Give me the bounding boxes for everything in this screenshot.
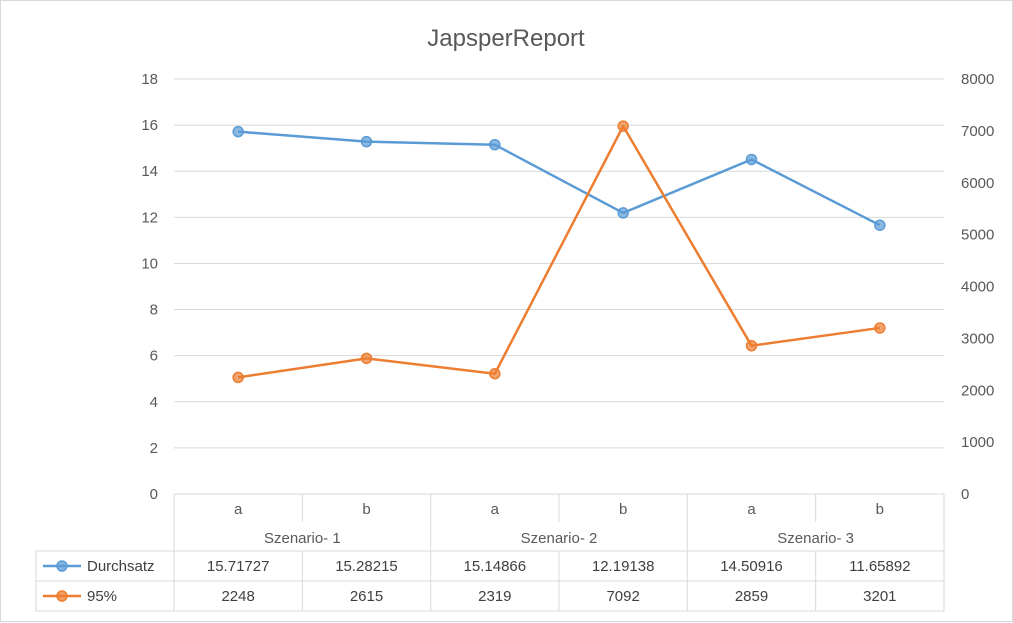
data-point — [745, 339, 758, 352]
y-left-tick-label: 2 — [150, 440, 158, 457]
data-point — [360, 135, 373, 148]
legend-key-marker — [56, 590, 68, 602]
chart-title: JapsperReport — [427, 25, 585, 52]
series-name: Durchsatz — [87, 558, 155, 575]
data-point — [874, 219, 886, 231]
table-cell-value: 14.50916 — [720, 558, 783, 575]
y-left-tick-label: 6 — [150, 348, 158, 365]
series-line — [237, 124, 881, 379]
legend-key-marker — [56, 560, 68, 572]
y-left-tick-label: 10 — [141, 255, 158, 272]
category-label: a — [747, 501, 756, 518]
group-label: Szenario- 2 — [521, 530, 598, 547]
y-right-tick-label: 7000 — [961, 123, 994, 140]
data-point — [360, 352, 373, 365]
table-cell-value: 3201 — [863, 588, 896, 605]
y-left-tick-label: 8 — [150, 302, 158, 319]
category-label: a — [234, 501, 243, 518]
y-right-tick-label: 8000 — [961, 71, 994, 88]
y-left-tick-label: 18 — [141, 71, 158, 88]
y-right-tick-label: 3000 — [961, 330, 994, 347]
table-cell-value: 7092 — [606, 588, 639, 605]
series-lines — [232, 120, 886, 384]
y-left-tick-label: 0 — [150, 486, 158, 503]
table-cell-value: 2615 — [350, 588, 383, 605]
axes: 0 2 4 6 8 10 12 14 16 18 0 1000 2000 3000 4000 5000 6000… — [141, 71, 994, 503]
y-left-tick-label: 4 — [150, 394, 158, 411]
table-cell-value: 15.71727 — [207, 558, 270, 575]
y-right-tick-label: 0 — [961, 486, 969, 503]
table-cell-value: 12.19138 — [592, 558, 655, 575]
group-label: Szenario- 1 — [264, 530, 341, 547]
gridlines — [174, 78, 944, 449]
y-right-tick-label: 1000 — [961, 434, 994, 451]
data-table: a b a b a b Szenario- 1 Szenario- 2 Szenario- 3 D… — [35, 493, 945, 612]
y-right-tick-label: 4000 — [961, 279, 994, 296]
data-point — [489, 138, 501, 151]
y-left-tick-label: 14 — [141, 163, 158, 180]
series-name: 95% — [87, 588, 117, 605]
y-right-tick-label: 2000 — [961, 382, 994, 399]
series-line — [238, 130, 881, 227]
category-label: b — [619, 501, 627, 518]
table-cell-value: 2319 — [478, 588, 511, 605]
category-label: b — [362, 501, 370, 518]
table-cell-value: 15.28215 — [335, 558, 398, 575]
data-point — [745, 153, 758, 166]
table-cell-value: 15.14866 — [464, 558, 527, 575]
data-point — [232, 371, 244, 384]
category-label: b — [876, 501, 884, 518]
table-cell-value: 2859 — [735, 588, 768, 605]
data-point — [874, 322, 886, 334]
table-cell-value: 2248 — [221, 588, 254, 605]
data-point — [489, 367, 501, 380]
data-point — [617, 207, 629, 219]
category-label: a — [491, 501, 500, 518]
table-cell-value: 11.65892 — [849, 558, 910, 575]
y-right-tick-label: 5000 — [961, 227, 994, 244]
data-point — [232, 125, 244, 138]
y-left-tick-label: 12 — [141, 209, 158, 226]
y-right-tick-label: 6000 — [961, 175, 994, 192]
y-left-tick-label: 16 — [141, 117, 158, 134]
data-point — [617, 120, 629, 132]
group-label: Szenario- 3 — [777, 530, 854, 547]
